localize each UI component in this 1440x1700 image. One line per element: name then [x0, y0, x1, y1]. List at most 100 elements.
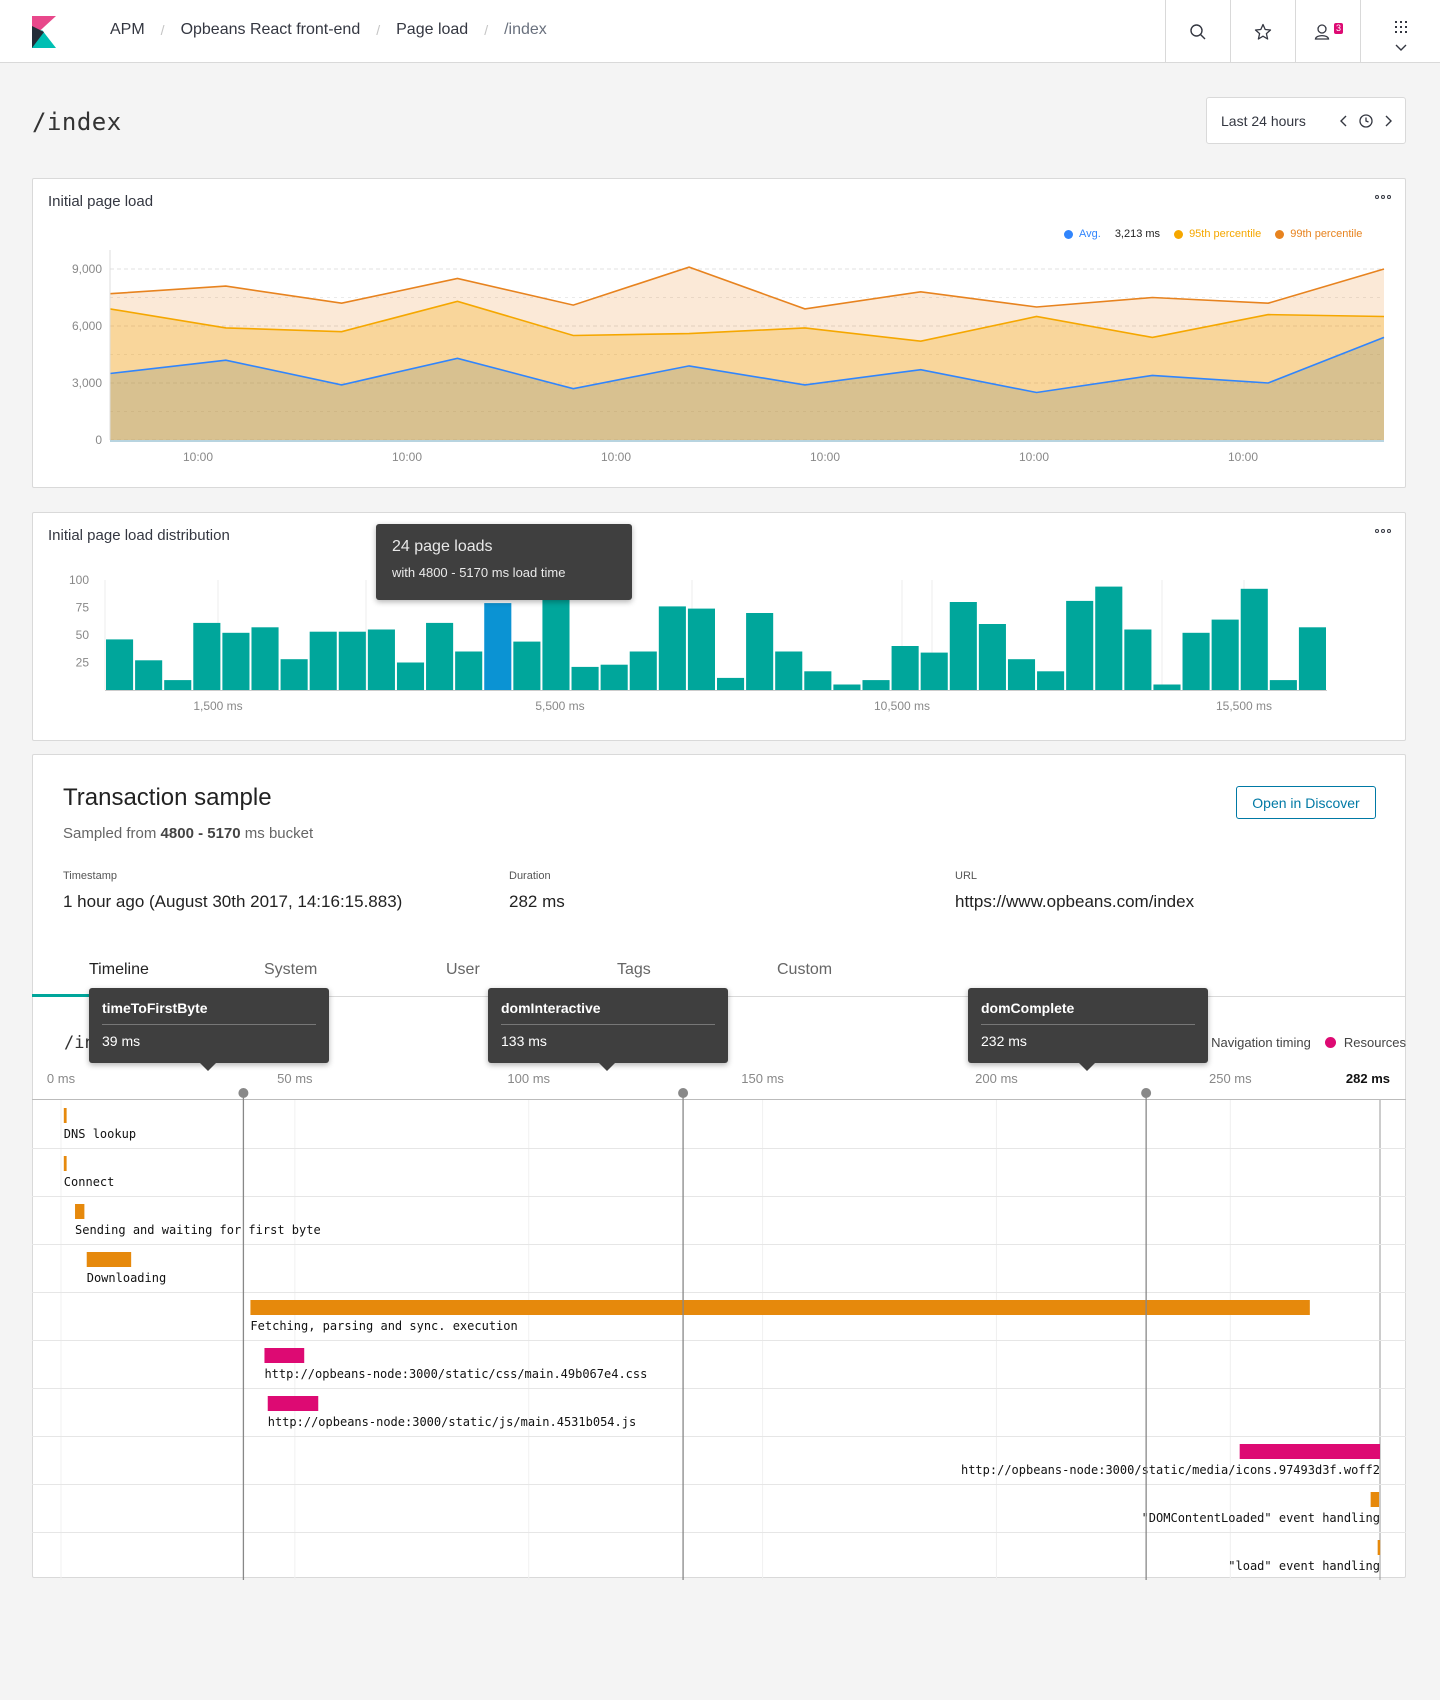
histogram-bar [571, 666, 599, 690]
histogram-bar [717, 677, 745, 690]
span-label: DNS lookup [64, 1127, 136, 1141]
notification-badge: 3 [1334, 23, 1344, 34]
top-navigation-bar: APM / Opbeans React front-end / Page loa… [0, 0, 1440, 63]
span-label: Fetching, parsing and sync. execution [250, 1319, 517, 1333]
initial-page-load-chart[interactable]: 0 3,000 6,000 9,000 10:00 10:00 10:00 10:00 10:0… [32, 240, 1406, 470]
span-bar [1377, 1540, 1381, 1555]
distribution-tooltip: 24 page loads with 4800 - 5170 ms load t… [376, 524, 632, 600]
histogram-bar [1066, 600, 1094, 690]
search-button[interactable] [1165, 0, 1230, 63]
legend-navigation-timing[interactable]: Navigation timing [1211, 1035, 1311, 1050]
time-range-label[interactable]: Last 24 hours [1221, 112, 1306, 129]
histogram-bar [426, 622, 454, 690]
legend-avg-label: Avg. [1079, 228, 1101, 240]
sampled-from-text: Sampled from 4800 - 5170 ms bucket [63, 825, 314, 842]
marker-dot [238, 1088, 249, 1098]
open-in-discover-button[interactable]: Open in Discover [1236, 786, 1376, 819]
tab-system[interactable]: System [264, 961, 318, 978]
favorites-button[interactable] [1230, 0, 1295, 63]
breadcrumb: APM / Opbeans React front-end / Page loa… [110, 21, 547, 39]
span-label: "DOMContentLoaded" event handling [1142, 1511, 1380, 1525]
histogram-bar [775, 651, 803, 690]
histogram-bar [600, 664, 628, 690]
duration-value: 282 ms [509, 892, 565, 911]
tab-user[interactable]: User [446, 961, 480, 978]
histogram-bar [193, 622, 221, 690]
chevron-left-icon[interactable] [1339, 115, 1349, 127]
distribution-panel: Initial page load distribution [32, 512, 1406, 741]
y-tick-label: 100 [69, 573, 89, 587]
legend-resources-dot [1324, 1037, 1336, 1048]
legend-p99[interactable]: 99th percentile [1275, 228, 1362, 240]
histogram-bar [891, 646, 919, 690]
chevron-right-icon[interactable] [1383, 115, 1393, 127]
panel-options-icon[interactable] [1375, 529, 1391, 533]
histogram-bar [484, 603, 512, 690]
y-tick-label: 0 [95, 433, 102, 447]
x-tick-label: 10:00 [1019, 450, 1049, 464]
panel-options-icon[interactable] [1375, 195, 1391, 199]
x-tick-label: 10:00 [392, 450, 422, 464]
breadcrumb-separator: / [160, 22, 165, 38]
span-bar [75, 1204, 85, 1219]
histogram-bar [513, 641, 541, 690]
marker-name: domComplete [981, 1000, 1195, 1025]
x-tick-label: 10:00 [810, 450, 840, 464]
waterfall-legend: Navigation timing Resources [1178, 1035, 1406, 1050]
y-tick-label: 50 [76, 628, 90, 642]
marker-tooltip-dom-interactive: domInteractive 133 ms [488, 988, 728, 1071]
user-icon [1314, 23, 1330, 40]
apps-grid-icon [1394, 20, 1407, 33]
span-bar [267, 1396, 319, 1411]
breadcrumb-apm[interactable]: APM [110, 21, 145, 38]
user-menu-button[interactable]: 3 [1295, 0, 1360, 63]
kibana-logo[interactable] [32, 16, 56, 48]
time-axis-tick-label: 50 ms [277, 1071, 313, 1086]
tab-custom[interactable]: Custom [777, 961, 833, 978]
histogram-bar [629, 651, 657, 690]
histogram-bar [1298, 627, 1326, 690]
panel-title: Initial page load distribution [48, 527, 230, 544]
marker-dot [678, 1088, 689, 1098]
legend-p95[interactable]: 95th percentile [1174, 228, 1261, 240]
tab-timeline[interactable]: Timeline [89, 961, 149, 978]
marker-value: 39 ms [102, 1033, 141, 1049]
url-value: https://www.opbeans.com/index [955, 892, 1195, 911]
marker-tooltip-dom-complete: domComplete 232 ms [968, 988, 1208, 1071]
series-line-95th-percentile [109, 300, 1385, 343]
y-tick-label: 9,000 [72, 262, 102, 276]
tab-tags[interactable]: Tags [617, 961, 651, 978]
x-tick-label: 10,500 ms [874, 699, 930, 713]
histogram-bar [920, 652, 948, 690]
span-label: "load" event handling [1228, 1559, 1380, 1573]
waterfall-timeline[interactable]: 0 ms 50 ms 100 ms 150 ms 200 ms 250 ms 282 ms D… [32, 1060, 1406, 1580]
time-axis-tick-label: 250 ms [1209, 1071, 1252, 1086]
legend-avg[interactable]: Avg. 3,213 ms [1064, 228, 1160, 240]
marker-name: timeToFirstByte [102, 1000, 316, 1025]
span-bar [1239, 1444, 1380, 1459]
transaction-sample-panel [32, 754, 1406, 1578]
chart-legend: Avg. 3,213 ms 95th percentile 99th perce… [1050, 228, 1362, 240]
histogram-bar [1211, 619, 1239, 690]
breadcrumb-separator: / [376, 22, 381, 38]
breadcrumb-service[interactable]: Opbeans React front-end [180, 21, 361, 38]
clock-icon[interactable] [1359, 113, 1373, 128]
time-picker[interactable]: Last 24 hours [1206, 97, 1406, 144]
span-label: Downloading [87, 1271, 166, 1285]
timestamp-label: Timestamp [63, 870, 117, 882]
histogram-bar [658, 606, 686, 690]
breadcrumb-transaction-type[interactable]: Page load [396, 21, 469, 38]
marker-name: domInteractive [501, 1000, 715, 1025]
distribution-chart[interactable]: 25 50 75 100 1,500 ms 5,500 ms 10,500 ms 15,500… [32, 570, 1406, 720]
marker-value: 133 ms [501, 1033, 547, 1049]
span-bar [63, 1156, 67, 1171]
chevron-down-icon [1395, 44, 1406, 51]
legend-resources[interactable]: Resources [1343, 1035, 1406, 1050]
url-label: URL [955, 870, 978, 882]
histogram-bar [949, 602, 977, 690]
series-line-avg- [109, 336, 1385, 394]
apps-menu-button[interactable] [1360, 0, 1440, 63]
x-tick-label: 10:00 [601, 450, 631, 464]
span-label: Sending and waiting for first byte [75, 1223, 321, 1237]
histogram-bar [338, 631, 366, 690]
